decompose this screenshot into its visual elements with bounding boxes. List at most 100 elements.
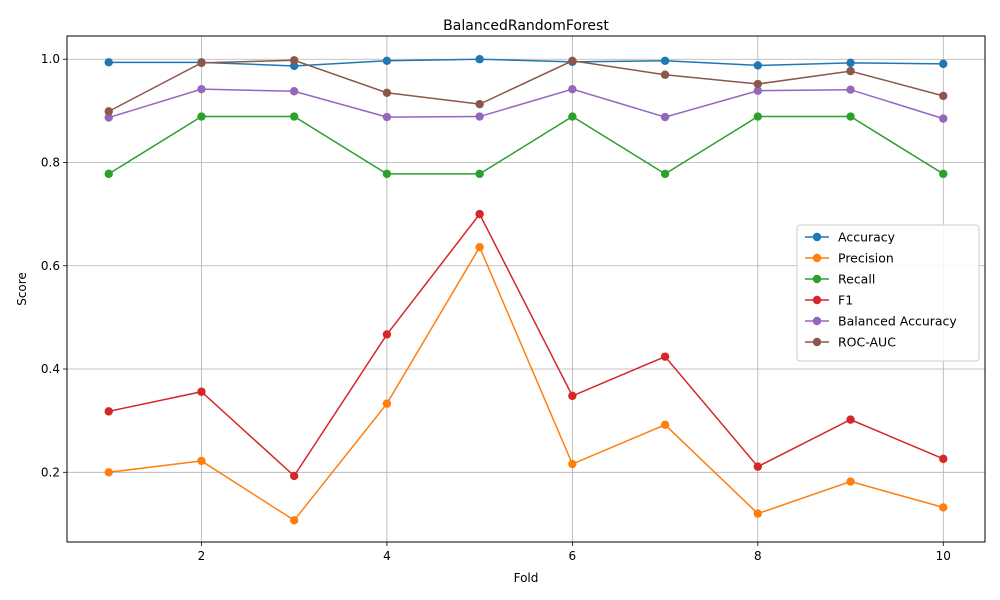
data-point-roc-auc xyxy=(475,99,484,109)
data-point-recall xyxy=(568,112,577,121)
legend-marker-roc-auc xyxy=(812,337,822,347)
data-point-balanced-accuracy xyxy=(289,87,299,96)
data-point-f1 xyxy=(660,352,670,361)
data-point-accuracy xyxy=(660,56,670,65)
legend-label-f1: F1 xyxy=(838,293,853,308)
legend-marker-accuracy xyxy=(812,232,822,242)
data-point-balanced-accuracy xyxy=(382,112,392,122)
legend-label-roc-auc: ROC-AUC xyxy=(838,335,896,350)
data-point-recall xyxy=(475,169,484,179)
series-line-balanced-accuracy xyxy=(108,88,944,120)
data-point-balanced-accuracy xyxy=(568,84,577,94)
data-point-balanced-accuracy xyxy=(104,113,113,122)
legend: Accuracy Precision Recall F1 Balanced Accura… xyxy=(796,224,980,362)
x-tick-label: 2 xyxy=(198,549,206,563)
data-point-balanced-accuracy xyxy=(753,86,763,95)
data-point-recall xyxy=(289,112,299,121)
x-tick-label: 6 xyxy=(569,549,577,563)
data-point-recall xyxy=(382,169,392,179)
data-point-precision xyxy=(475,242,484,252)
x-axis-label: Fold xyxy=(514,571,539,585)
series-line-roc-auc xyxy=(108,59,944,113)
legend-item-f1: F1 xyxy=(805,293,853,308)
x-tick-label: 4 xyxy=(383,549,391,563)
data-point-f1 xyxy=(104,407,113,416)
data-point-precision xyxy=(197,456,206,466)
data-point-f1 xyxy=(475,209,484,219)
series-f1 xyxy=(104,209,948,481)
x-tick-label: 8 xyxy=(754,549,762,563)
legend-marker-balanced-accuracy xyxy=(812,316,822,326)
data-point-precision xyxy=(104,468,113,477)
legend-marker-precision xyxy=(812,253,822,263)
y-tick-label: 0.6 xyxy=(41,259,60,273)
axis-ticks: 2 4 6 8 10 0.2 0.4 0.6 0.8 1.0 xyxy=(41,52,951,563)
data-point-precision xyxy=(753,509,763,518)
data-point-accuracy xyxy=(939,59,948,69)
legend-item-precision: Precision xyxy=(805,251,894,266)
series-precision xyxy=(104,242,948,525)
series-line-precision xyxy=(108,245,944,522)
series-line-recall xyxy=(108,115,944,175)
legend-label-recall: Recall xyxy=(838,272,875,287)
legend-label-accuracy: Accuracy xyxy=(838,230,896,245)
data-point-balanced-accuracy xyxy=(475,112,484,121)
data-point-roc-auc xyxy=(660,70,670,79)
data-point-precision xyxy=(568,459,577,469)
series-roc-auc xyxy=(104,56,948,116)
legend-marker-f1 xyxy=(812,295,822,305)
plot-area-frame xyxy=(66,35,986,543)
data-point-balanced-accuracy xyxy=(197,84,206,94)
data-point-accuracy xyxy=(846,58,855,68)
data-point-precision xyxy=(289,516,299,525)
data-point-roc-auc xyxy=(289,56,299,65)
data-point-accuracy xyxy=(475,55,484,64)
data-point-recall xyxy=(939,169,948,179)
legend-item-roc-auc: ROC-AUC xyxy=(805,335,896,350)
data-point-recall xyxy=(660,169,670,179)
data-point-accuracy xyxy=(104,58,113,67)
series-line-accuracy xyxy=(108,58,944,67)
chart-title: BalancedRandomForest xyxy=(443,18,609,34)
data-point-f1 xyxy=(939,454,948,464)
y-tick-label: 0.4 xyxy=(41,362,60,376)
legend-label-precision: Precision xyxy=(838,251,894,266)
legend-label-balanced-accuracy: Balanced Accuracy xyxy=(838,314,957,329)
data-point-roc-auc xyxy=(568,56,577,65)
y-axis-label: Score xyxy=(15,272,29,306)
data-point-roc-auc xyxy=(939,91,948,101)
data-point-balanced-accuracy xyxy=(846,85,855,94)
data-point-balanced-accuracy xyxy=(660,112,670,122)
data-point-accuracy xyxy=(753,61,763,70)
data-point-balanced-accuracy xyxy=(939,114,948,123)
data-point-f1 xyxy=(568,391,577,401)
data-point-precision xyxy=(660,420,670,429)
data-point-roc-auc xyxy=(197,58,206,68)
data-point-precision xyxy=(382,399,392,408)
y-tick-label: 0.2 xyxy=(41,465,60,479)
series-recall xyxy=(104,112,948,179)
x-tick-label: 10 xyxy=(936,549,951,563)
data-point-precision xyxy=(846,477,855,486)
data-point-precision xyxy=(939,503,948,512)
series-line-f1 xyxy=(108,212,944,478)
legend-item-recall: Recall xyxy=(805,272,875,287)
data-point-f1 xyxy=(382,330,392,339)
data-point-roc-auc xyxy=(753,79,763,89)
data-point-recall xyxy=(753,112,763,121)
legend-item-accuracy: Accuracy xyxy=(805,230,896,245)
data-point-f1 xyxy=(753,462,763,471)
data-point-f1 xyxy=(289,471,299,481)
data-point-f1 xyxy=(846,415,855,424)
data-point-roc-auc xyxy=(382,88,392,97)
data-point-roc-auc xyxy=(846,66,855,76)
legend-box xyxy=(796,224,980,362)
data-point-recall xyxy=(104,169,113,179)
data-point-roc-auc xyxy=(104,107,113,116)
data-point-recall xyxy=(846,112,855,121)
data-point-f1 xyxy=(197,387,206,396)
data-point-accuracy xyxy=(382,56,392,65)
series-lines xyxy=(104,55,948,525)
series-balanced-accuracy xyxy=(104,84,948,123)
